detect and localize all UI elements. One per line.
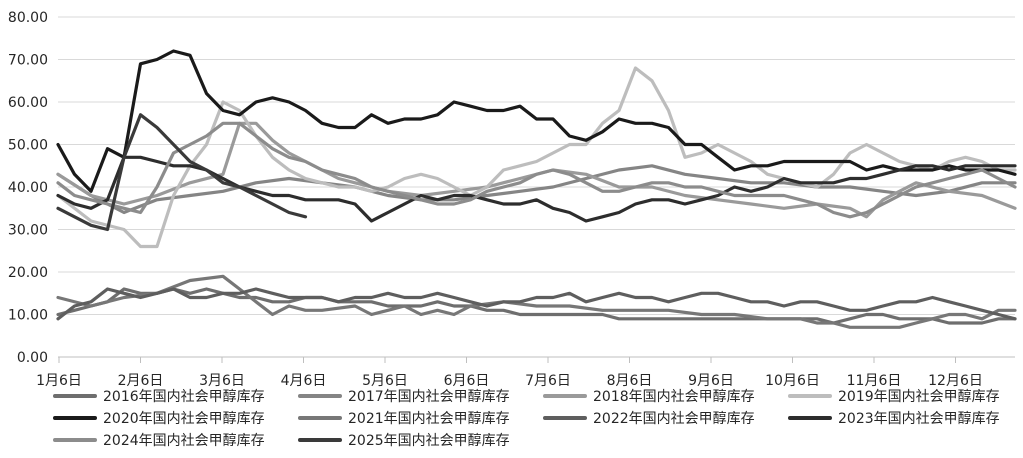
series-line-3 bbox=[56, 121, 1017, 219]
x-tick-label: 6月6日 bbox=[444, 373, 490, 389]
x-tick-label: 11月6日 bbox=[847, 373, 902, 389]
y-tick-label: 0.00 bbox=[17, 350, 48, 366]
legend: 2016年国内社会甲醇库存 2017年国内社会甲醇库存 2018年国内社会甲醇库存 2… bbox=[53, 388, 1000, 449]
x-tick-label: 8月6日 bbox=[607, 373, 653, 389]
series-line-2 bbox=[56, 164, 1017, 215]
series-line-8 bbox=[56, 155, 1017, 223]
series-line-4 bbox=[56, 66, 1017, 249]
series-line-7 bbox=[56, 287, 1017, 321]
legend-label: 2025年国内社会甲醇库存 bbox=[348, 432, 510, 449]
series-line-6 bbox=[56, 274, 1017, 329]
y-tick-label: 80.00 bbox=[8, 10, 48, 26]
legend-label: 2022年国内社会甲醇库存 bbox=[593, 410, 755, 427]
x-tick-label: 2月6日 bbox=[118, 373, 164, 389]
legend-label: 2019年国内社会甲醇库存 bbox=[838, 388, 1000, 405]
legend-label: 2021年国内社会甲醇库存 bbox=[348, 410, 510, 427]
y-tick-label: 60.00 bbox=[8, 95, 48, 111]
x-tick-label: 7月6日 bbox=[525, 373, 571, 389]
x-tick-label: 1月6日 bbox=[36, 373, 82, 389]
series-line-9 bbox=[56, 121, 1017, 219]
y-tick-label: 30.00 bbox=[8, 223, 48, 239]
legend-label: 2017年国内社会甲醇库存 bbox=[348, 388, 510, 405]
gridlines bbox=[58, 16, 1015, 315]
series-lines bbox=[56, 49, 1017, 329]
x-tick-label: 10月6日 bbox=[765, 373, 820, 389]
legend-label: 2023年国内社会甲醇库存 bbox=[838, 410, 1000, 427]
x-tick-label: 5月6日 bbox=[362, 373, 408, 389]
y-tick-label: 40.00 bbox=[8, 180, 48, 196]
axes: 0.00 10.00 20.00 30.00 40.00 50.00 60.00 70.00 8… bbox=[8, 10, 1015, 389]
y-tick-label: 50.00 bbox=[8, 138, 48, 154]
x-tick-label: 9月6日 bbox=[688, 373, 734, 389]
y-tick-label: 10.00 bbox=[8, 308, 48, 324]
series-line-10 bbox=[56, 113, 308, 232]
x-tick-label: 12月6日 bbox=[928, 373, 983, 389]
legend-label: 2016年国内社会甲醇库存 bbox=[103, 388, 265, 405]
legend-label: 2020年国内社会甲醇库存 bbox=[103, 410, 265, 427]
series-line-5 bbox=[56, 49, 1017, 193]
legend-label: 2018年国内社会甲醇库存 bbox=[593, 388, 755, 405]
legend-label: 2024年国内社会甲醇库存 bbox=[103, 432, 265, 449]
x-tick-label: 3月6日 bbox=[199, 373, 245, 389]
y-tick-label: 70.00 bbox=[8, 53, 48, 69]
x-tick-label: 4月6日 bbox=[281, 373, 327, 389]
y-tick-label: 20.00 bbox=[8, 265, 48, 281]
series-line-1 bbox=[56, 287, 1017, 325]
